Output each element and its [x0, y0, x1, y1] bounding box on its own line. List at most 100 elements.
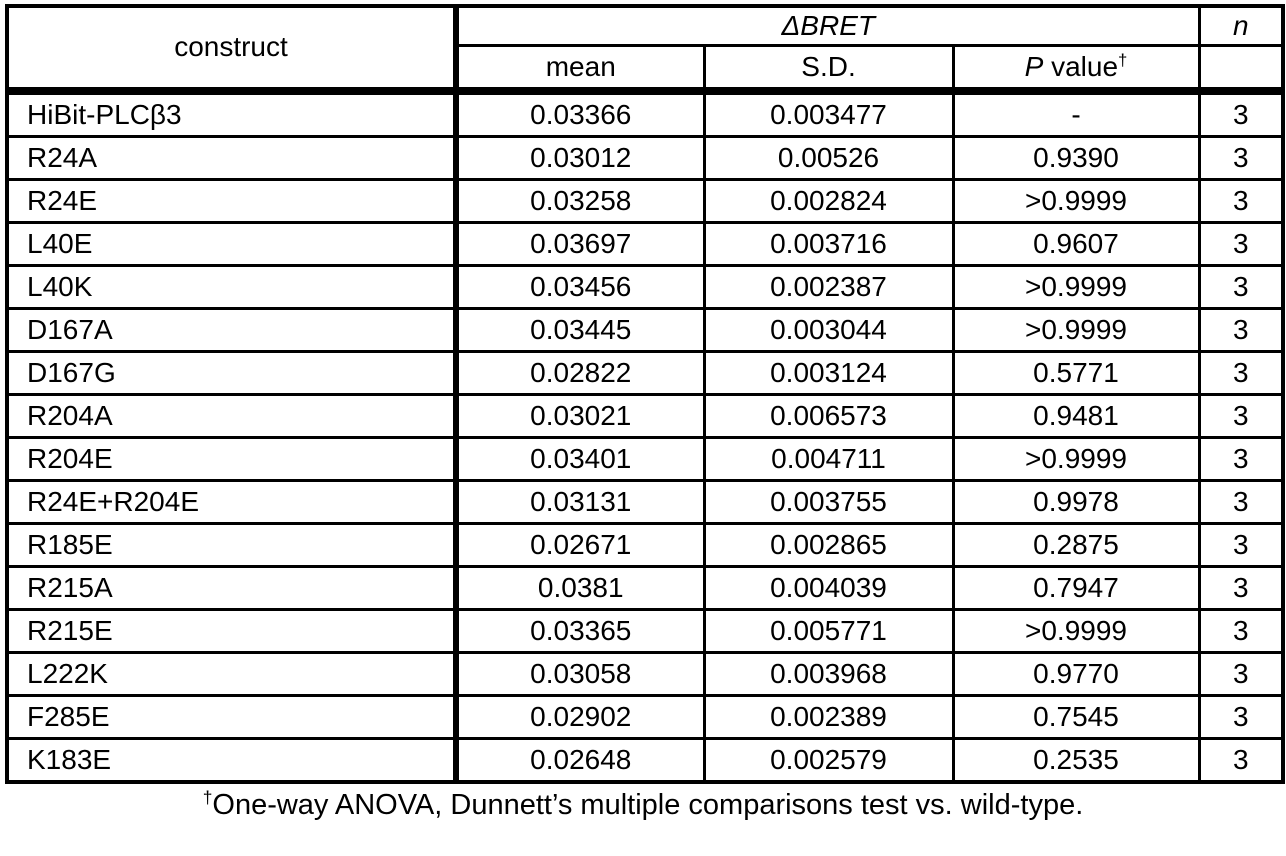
- mean-cell: 0.03366: [453, 89, 706, 138]
- construct-cell: R24A: [5, 135, 458, 181]
- table-row: L40K 0.03456 0.002387 >0.9999 3: [5, 264, 1285, 310]
- n-column-header-spacer: [1197, 44, 1285, 95]
- p-value-cell: 0.7947: [951, 565, 1201, 611]
- n-cell: 3: [1197, 479, 1285, 525]
- mean-cell: 0.03365: [453, 608, 706, 654]
- sd-column-header: S.D.: [702, 44, 955, 95]
- n-cell: 3: [1197, 393, 1285, 439]
- table-body: HiBit-PLCβ3 0.03366 0.003477-3 R24A 0.03012 0…: [5, 89, 1285, 784]
- construct-cell: L40E: [5, 221, 458, 267]
- p-value-cell: >0.9999: [951, 264, 1201, 310]
- p-value-cell: >0.9999: [951, 436, 1201, 482]
- p-value-cell: 0.9607: [951, 221, 1201, 267]
- n-cell: 3: [1197, 178, 1285, 224]
- sd-cell: 0.003477: [702, 89, 955, 138]
- construct-cell: R185E: [5, 522, 458, 568]
- p-value-cell: 0.2535: [951, 737, 1201, 784]
- mean-cell: 0.03456: [453, 264, 706, 310]
- construct-column-header: construct: [5, 4, 458, 95]
- dbret-column-group-header: ΔBRET: [453, 4, 1201, 47]
- n-cell: 3: [1197, 565, 1285, 611]
- construct-cell: R24E+R204E: [5, 479, 458, 525]
- n-cell: 3: [1197, 608, 1285, 654]
- p-value-header-rest: value: [1043, 50, 1119, 82]
- sd-cell: 0.003124: [702, 350, 955, 396]
- mean-column-header: mean: [453, 44, 706, 95]
- construct-cell: HiBit-PLCβ3: [5, 89, 458, 138]
- sd-cell: 0.002824: [702, 178, 955, 224]
- mean-cell: 0.03012: [453, 135, 706, 181]
- p-value-cell: 0.2875: [951, 522, 1201, 568]
- p-value-header-p: P: [1024, 50, 1044, 82]
- construct-cell: D167G: [5, 350, 458, 396]
- sd-cell: 0.002579: [702, 737, 955, 784]
- mean-cell: 0.02671: [453, 522, 706, 568]
- table-row: L40E 0.03697 0.003716 0.9607 3: [5, 221, 1285, 267]
- header-row-2: mean S.D. P value†: [7, 44, 1285, 95]
- mean-cell: 0.0381: [453, 565, 706, 611]
- p-value-cell: >0.9999: [951, 608, 1201, 654]
- p-value-column-header: P value†: [951, 44, 1201, 95]
- n-cell: 3: [1197, 264, 1285, 310]
- sd-cell: 0.005771: [702, 608, 955, 654]
- construct-cell: R215E: [5, 608, 458, 654]
- sd-cell: 0.002387: [702, 264, 955, 310]
- table-row: R24E 0.03258 0.002824 >0.9999 3: [5, 178, 1285, 224]
- n-cell: 3: [1197, 436, 1285, 482]
- table-row: R204A 0.03021 0.006573 0.9481 3: [5, 393, 1285, 439]
- table-row: F285E 0.02902 0.002389 0.7545 3: [5, 694, 1285, 740]
- p-value-cell: 0.9390: [951, 135, 1201, 181]
- sd-cell: 0.003755: [702, 479, 955, 525]
- n-cell: 3: [1197, 221, 1285, 267]
- sd-cell: 0.004711: [702, 436, 955, 482]
- construct-cell: R215A: [5, 565, 458, 611]
- p-value-cell: >0.9999: [951, 307, 1201, 353]
- table-header: construct ΔBRET n mean S.D. P value†: [5, 4, 1285, 95]
- table-row: R24E+R204E 0.03131 0.003755 0.9978 3: [5, 479, 1285, 525]
- table-footnote: †One-way ANOVA, Dunnett’s multiple compa…: [0, 788, 1286, 823]
- construct-cell: D167A: [5, 307, 458, 353]
- construct-cell: R24E: [5, 178, 458, 224]
- table-row: K183E 0.02648 0.002579 0.2535 3: [5, 737, 1285, 784]
- sd-cell: 0.006573: [702, 393, 955, 439]
- n-cell: 3: [1197, 135, 1285, 181]
- sd-cell: 0.00526: [702, 135, 955, 181]
- table-row: R215E 0.03365 0.005771 >0.9999 3: [5, 608, 1285, 654]
- table-row: R204E 0.03401 0.004711 >0.9999 3: [5, 436, 1285, 482]
- n-cell: 3: [1197, 350, 1285, 396]
- n-cell: 3: [1197, 522, 1285, 568]
- mean-cell: 0.03445: [453, 307, 706, 353]
- n-cell: 3: [1197, 737, 1285, 784]
- n-cell: 3: [1197, 89, 1285, 138]
- mean-cell: 0.03058: [453, 651, 706, 697]
- construct-cell: R204A: [5, 393, 458, 439]
- table-row: R215A 0.0381 0.004039 0.7947 3: [5, 565, 1285, 611]
- n-cell: 3: [1197, 651, 1285, 697]
- sd-cell: 0.003044: [702, 307, 955, 353]
- n-column-header: n: [1197, 4, 1285, 47]
- footnote-dagger-symbol: †: [202, 787, 213, 808]
- header-row-1: construct ΔBRET n: [5, 4, 1285, 95]
- dagger-symbol: †: [1118, 50, 1128, 70]
- table-row: D167G 0.02822 0.003124 0.5771 3: [5, 350, 1285, 396]
- construct-cell: R204E: [5, 436, 458, 482]
- mean-cell: 0.03021: [453, 393, 706, 439]
- sd-cell: 0.003968: [702, 651, 955, 697]
- mean-cell: 0.03697: [453, 221, 706, 267]
- construct-cell: L40K: [5, 264, 458, 310]
- sd-cell: 0.004039: [702, 565, 955, 611]
- sd-cell: 0.002865: [702, 522, 955, 568]
- construct-cell: L222K: [5, 651, 458, 697]
- table-row: R24A 0.03012 0.00526 0.9390 3: [5, 135, 1285, 181]
- p-value-cell: >0.9999: [951, 178, 1201, 224]
- n-cell: 3: [1197, 694, 1285, 740]
- sd-cell: 0.003716: [702, 221, 955, 267]
- table-row: R185E 0.02671 0.002865 0.2875 3: [5, 522, 1285, 568]
- footnote-text: One-way ANOVA, Dunnett’s multiple compar…: [212, 789, 1084, 821]
- p-value-cell: 0.9978: [951, 479, 1201, 525]
- mean-cell: 0.02822: [453, 350, 706, 396]
- n-cell: 3: [1197, 307, 1285, 353]
- p-value-cell: 0.7545: [951, 694, 1201, 740]
- construct-cell: K183E: [5, 737, 458, 784]
